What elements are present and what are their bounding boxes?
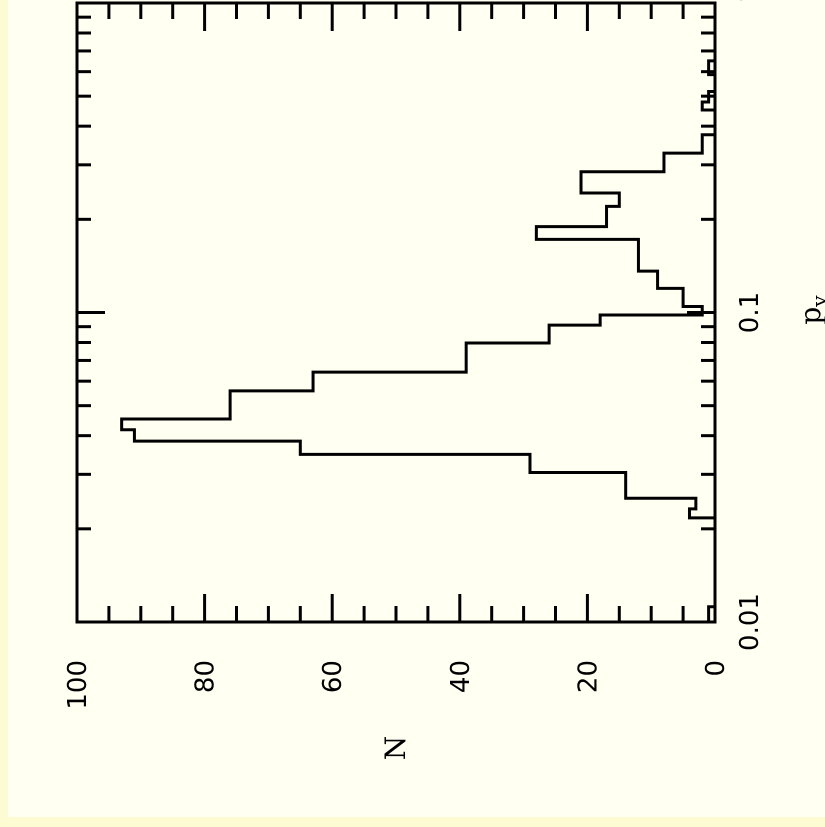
histogram-bin	[689, 509, 715, 518]
histogram-bin	[658, 271, 715, 288]
histogram-bin	[626, 473, 715, 499]
y-tick-labels: 0 20 40 60 80 100	[63, 660, 731, 710]
histogram-bin	[230, 391, 715, 419]
x-tick-label: 1	[735, 0, 765, 3]
histogram-bins	[122, 61, 715, 622]
histogram-bin	[709, 91, 715, 102]
y-tick-label: 40	[446, 660, 476, 693]
x-axis-title-subscript: v	[807, 295, 825, 308]
y-tick-label: 100	[63, 660, 93, 710]
histogram-bin	[702, 306, 715, 314]
histogram-bin	[581, 172, 715, 193]
axis-ticks	[75, 1, 717, 624]
x-axis-title: pv	[794, 295, 825, 325]
histogram-bin	[134, 430, 715, 441]
y-tick-label: 60	[318, 660, 348, 693]
histogram-bin	[466, 343, 715, 372]
histogram-bin	[619, 193, 715, 206]
histogram-bin	[702, 135, 715, 153]
histogram-bin	[600, 315, 715, 325]
histogram-bin	[530, 454, 715, 472]
histogram-bin	[607, 206, 715, 226]
x-tick-labels: 0.01 0.1 1	[735, 0, 765, 651]
histogram-bin	[683, 288, 715, 306]
histogram-bin	[696, 498, 715, 509]
histogram-bin	[709, 607, 715, 622]
plot-frame	[75, 1, 717, 624]
x-tick-label: 0.01	[735, 593, 765, 651]
histogram-bin	[536, 227, 715, 240]
y-tick-label: 80	[191, 660, 221, 693]
histogram-bin	[638, 239, 715, 271]
x-tick-label: 0.1	[735, 292, 765, 333]
y-axis-title: N	[379, 736, 412, 761]
histogram-bin	[702, 102, 715, 110]
y-tick-label: 0	[701, 660, 731, 677]
y-tick-label: 20	[573, 660, 603, 693]
histogram-bin	[709, 61, 715, 75]
histogram-bin	[300, 441, 715, 454]
histogram-outline	[120, 3, 717, 624]
histogram-bin	[549, 325, 715, 343]
x-axis-title-main: p	[794, 307, 825, 325]
histogram-bin	[122, 419, 715, 430]
histogram-bin	[313, 372, 715, 391]
histogram-bin	[664, 153, 715, 172]
